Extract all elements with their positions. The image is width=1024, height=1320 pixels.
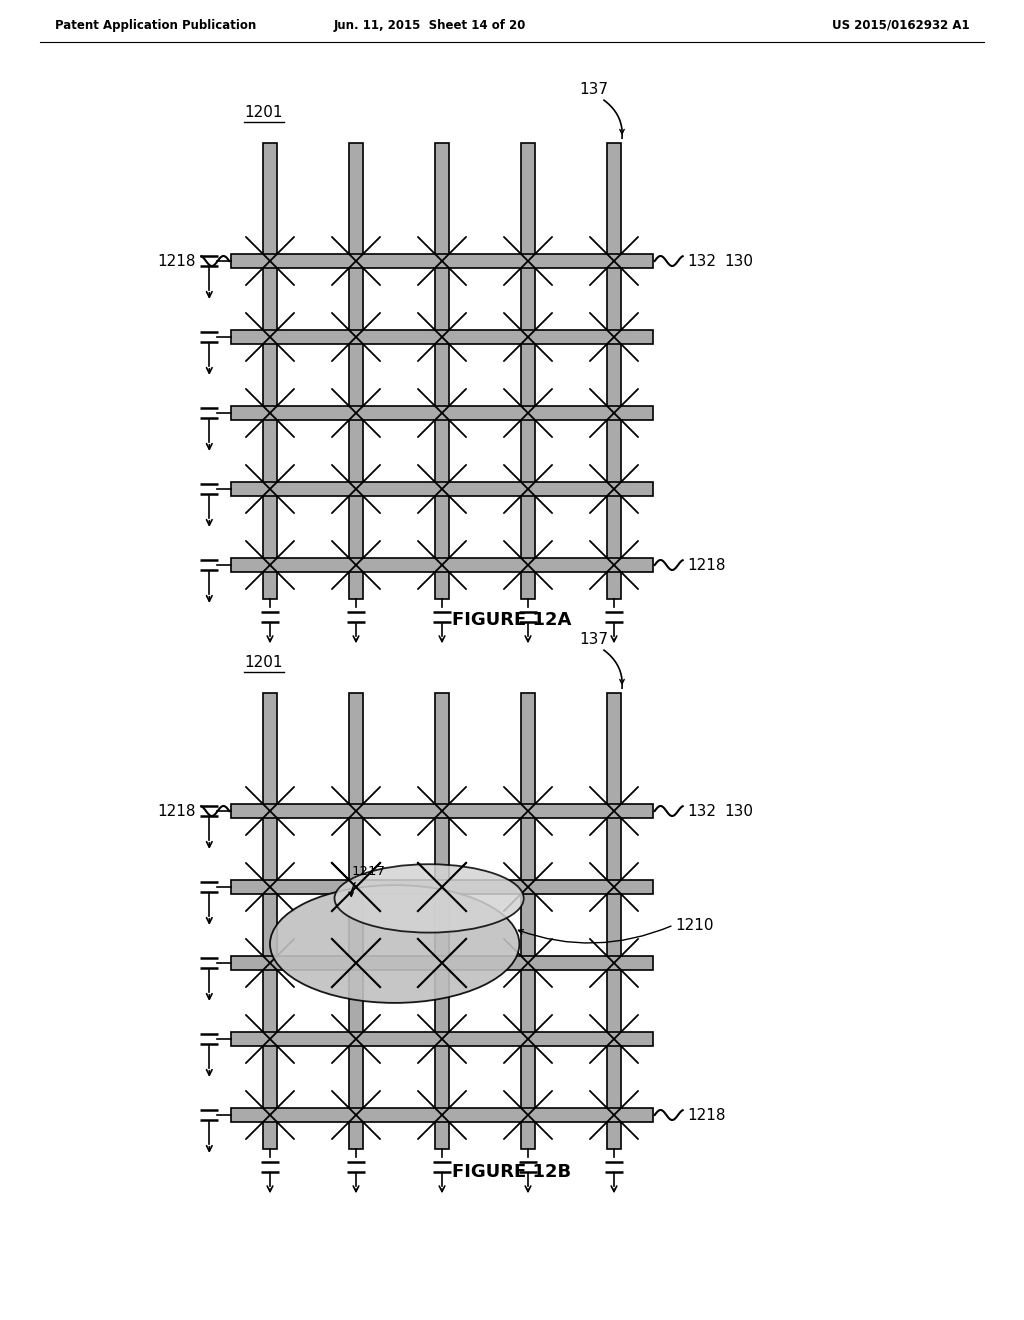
Bar: [231, 1032, 652, 1045]
Bar: [607, 693, 621, 1150]
Text: 1218: 1218: [158, 253, 197, 268]
Bar: [349, 143, 362, 599]
Bar: [263, 693, 278, 1150]
Text: 132: 132: [688, 253, 717, 268]
Bar: [231, 330, 652, 345]
Text: 132: 132: [688, 804, 717, 818]
Bar: [231, 253, 652, 268]
Text: 1218: 1218: [158, 804, 197, 818]
Bar: [521, 143, 535, 599]
Bar: [231, 880, 652, 894]
Bar: [231, 482, 652, 496]
Text: 1201: 1201: [244, 106, 283, 120]
Text: 1210: 1210: [676, 917, 714, 932]
Bar: [231, 407, 652, 420]
Text: US 2015/0162932 A1: US 2015/0162932 A1: [833, 18, 970, 32]
Text: 1217: 1217: [351, 865, 386, 878]
Bar: [231, 804, 652, 818]
Text: FIGURE 12A: FIGURE 12A: [453, 611, 571, 630]
Bar: [231, 1107, 652, 1122]
Text: 137: 137: [580, 82, 608, 98]
Bar: [435, 693, 449, 1150]
Bar: [263, 143, 278, 599]
Bar: [435, 143, 449, 599]
Bar: [607, 143, 621, 599]
Text: 1201: 1201: [244, 656, 283, 671]
Bar: [349, 693, 362, 1150]
Text: 137: 137: [580, 632, 608, 647]
Bar: [231, 956, 652, 970]
Bar: [521, 693, 535, 1150]
Text: FIGURE 12B: FIGURE 12B: [453, 1163, 571, 1181]
Text: 130: 130: [725, 253, 754, 268]
Text: Patent Application Publication: Patent Application Publication: [55, 18, 256, 32]
Ellipse shape: [335, 865, 523, 933]
Text: 130: 130: [725, 804, 754, 818]
Text: Jun. 11, 2015  Sheet 14 of 20: Jun. 11, 2015 Sheet 14 of 20: [334, 18, 526, 32]
Bar: [231, 558, 652, 572]
Text: 1218: 1218: [688, 557, 726, 573]
Text: 1218: 1218: [688, 1107, 726, 1122]
Ellipse shape: [270, 886, 519, 1003]
